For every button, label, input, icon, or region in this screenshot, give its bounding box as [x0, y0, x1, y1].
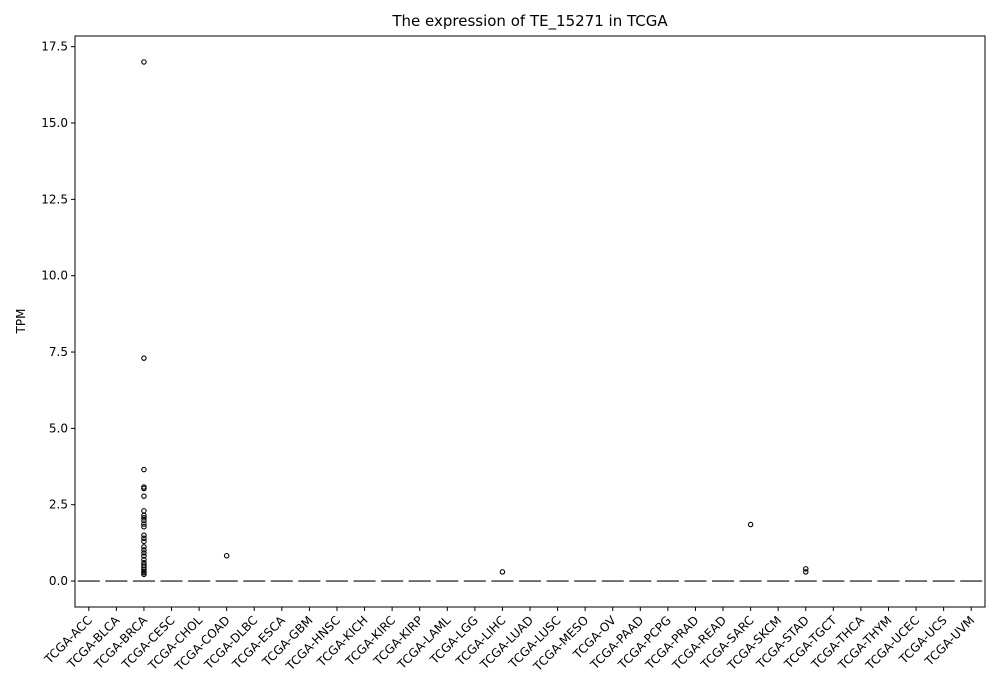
- outlier-point: [223, 552, 230, 559]
- outlier-layer: [141, 59, 809, 578]
- outlier-point: [803, 569, 809, 575]
- outlier-point: [141, 544, 147, 550]
- outlier-point: [803, 566, 809, 572]
- plot-area-frame: [74, 35, 986, 608]
- outlier-point: [141, 59, 147, 65]
- outlier-point: [141, 515, 147, 521]
- y-tick-label: 2.5: [49, 498, 68, 512]
- outlier-point: [141, 535, 147, 542]
- y-tick-label: 0.0: [49, 574, 68, 588]
- outlier-point: [141, 517, 147, 524]
- y-axis-label: TPM: [14, 309, 28, 335]
- outlier-point: [141, 521, 147, 527]
- y-tick-label: 15.0: [41, 116, 68, 130]
- y-tick-label: 7.5: [49, 345, 68, 359]
- outlier-point: [141, 550, 147, 556]
- outlier-point: [141, 538, 147, 545]
- outlier-point: [141, 512, 147, 519]
- outlier-point: [141, 553, 147, 559]
- outlier-point: [141, 485, 147, 492]
- y-axis-ticks: 0.0 2.5 5.0 7.5 10.0 12.5 15.0 17.5: [41, 40, 75, 588]
- y-tick-label: 5.0: [49, 421, 68, 435]
- y-tick-label: 17.5: [41, 40, 68, 54]
- y-tick-label: 10.0: [41, 269, 68, 283]
- chart-title: The expression of TE_15271 in TCGA: [391, 12, 668, 31]
- outlier-point: [499, 569, 506, 575]
- outlier-point: [141, 355, 147, 361]
- outlier-point: [141, 466, 147, 473]
- outlier-point: [141, 547, 147, 553]
- outlier-point: [141, 523, 147, 530]
- y-tick-label: 12.5: [41, 192, 68, 206]
- outlier-point: [141, 493, 147, 499]
- outlier-point: [141, 571, 147, 578]
- outlier-point: [141, 556, 147, 563]
- outlier-point: [747, 521, 754, 528]
- outlier-point: [141, 532, 147, 538]
